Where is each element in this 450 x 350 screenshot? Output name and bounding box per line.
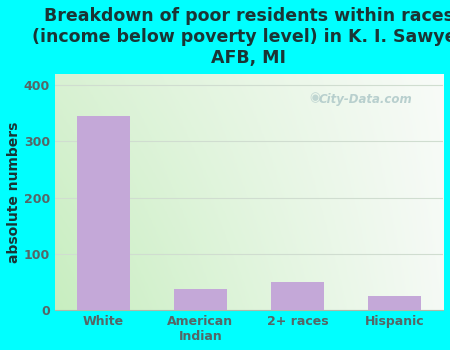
Title: Breakdown of poor residents within races
(income below poverty level) in K. I. S: Breakdown of poor residents within races… [32,7,450,66]
Y-axis label: absolute numbers: absolute numbers [7,121,21,262]
Bar [271,282,324,310]
Bar [368,296,421,310]
Bar [174,289,227,310]
Text: City-Data.com: City-Data.com [319,93,413,106]
Text: ◉: ◉ [309,91,320,104]
Bar [76,116,130,310]
